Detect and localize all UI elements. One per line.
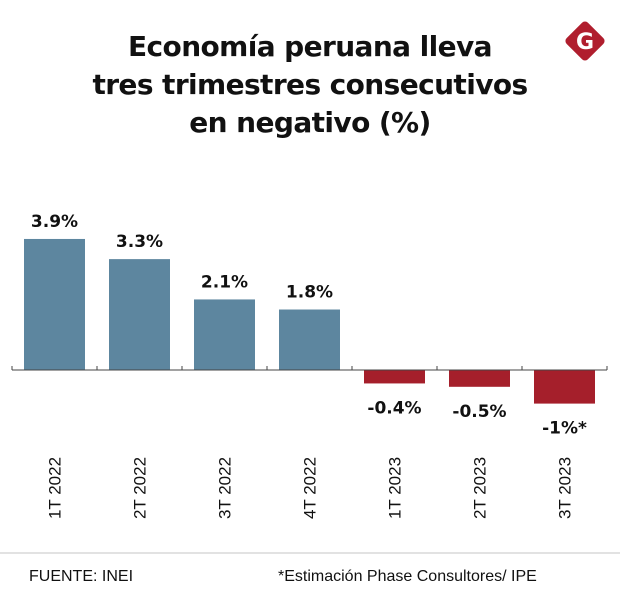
data-labels-group: 3.9% 3.3% 2.1% 1.8% -0.4% -0.5% -1%* <box>31 212 587 439</box>
bar-2 <box>109 259 170 370</box>
bar-chart: 3.9% 3.3% 2.1% 1.8% -0.4% -0.5% -1%* 1T 2022 2T… <box>11 212 608 519</box>
category-label-1: 1T 2022 <box>46 457 65 519</box>
bars-group <box>24 238 595 404</box>
category-label-2: 2T 2022 <box>131 457 150 519</box>
category-label-5: 1T 2023 <box>386 457 405 519</box>
data-label-4: 1.8% <box>286 283 333 303</box>
data-label-3: 2.1% <box>201 272 248 292</box>
category-label-7: 3T 2023 <box>556 457 575 519</box>
bar-6 <box>449 370 510 387</box>
category-labels-group: 1T 2022 2T 2022 3T 2022 4T 2022 1T 2023 2T 20… <box>46 457 575 519</box>
title-line-3: en negativo (%) <box>189 106 431 139</box>
bar-7 <box>534 370 595 404</box>
title-line-2: tres trimestres consecutivos <box>92 68 528 101</box>
logo-diamond <box>565 21 605 61</box>
category-label-3: 3T 2022 <box>216 457 235 519</box>
x-axis <box>11 366 608 371</box>
data-label-1: 3.9% <box>31 212 78 232</box>
bar-5 <box>364 370 425 384</box>
footer-divider <box>0 552 620 554</box>
category-label-4: 4T 2022 <box>301 457 320 519</box>
data-label-5: -0.4% <box>367 398 421 418</box>
category-label-6: 2T 2023 <box>471 457 490 519</box>
data-label-6: -0.5% <box>452 402 506 422</box>
data-label-2: 3.3% <box>116 232 163 252</box>
source-text: FUENTE: INEI <box>29 568 134 585</box>
footnote-text: *Estimación Phase Consultores/ IPE <box>278 568 537 585</box>
data-label-7: -1%* <box>542 419 587 439</box>
logo-letter: G <box>576 30 594 55</box>
logo-icon: G <box>565 21 605 61</box>
bar-4 <box>279 309 340 370</box>
title-line-1: Economía peruana lleva <box>128 30 493 63</box>
bar-1 <box>24 238 85 370</box>
chart-title: Economía peruana lleva tres trimestres c… <box>0 28 620 142</box>
bar-3 <box>194 299 255 370</box>
